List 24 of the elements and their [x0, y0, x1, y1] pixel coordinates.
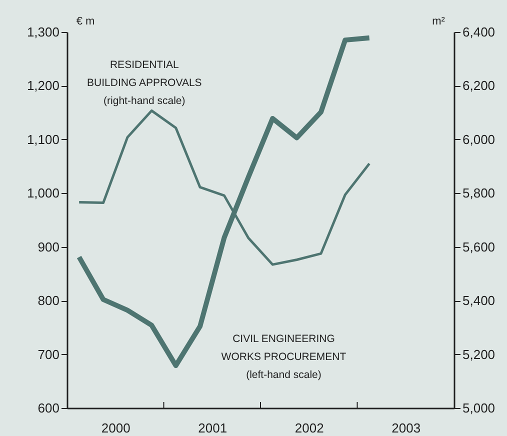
y-axis-title: € m: [76, 16, 95, 28]
y-tick-label: 900: [38, 239, 60, 254]
text: RESIDENTIAL BUILDING APPROVALS (right-hand scale): [87, 59, 202, 108]
y-tick-label: 800: [38, 293, 60, 308]
y-tick-label: 600: [38, 400, 60, 416]
y-tick-label: 700: [38, 346, 60, 362]
text: CIVIL ENGINEERING WORKS PROCUREMENT (left-hand scale): [221, 332, 347, 381]
y2-tick-label: 5,400: [462, 293, 496, 308]
y-tick-label: 1,300: [26, 24, 60, 40]
y-tick-label: 1,000: [26, 186, 60, 201]
x-tick-label: 2003: [392, 420, 421, 436]
y2-tick-label: 6,200: [462, 78, 496, 94]
x-tick-label: 2001: [198, 420, 228, 436]
y2-tick-label: 5,200: [462, 346, 496, 362]
y-tick-label: 1,100: [26, 132, 60, 147]
y2-tick-label: 6,400: [462, 24, 496, 40]
y2-tick-label: 5,000: [462, 400, 496, 416]
y2-tick-label: 5,800: [462, 186, 496, 201]
y2-axis-title: m²: [432, 16, 446, 28]
y2-tick-label: 5,600: [462, 239, 496, 254]
x-tick-label: 2000: [101, 420, 130, 436]
x-tick-label: 2002: [294, 420, 324, 436]
y-tick-label: 1,200: [26, 78, 60, 94]
y2-tick-label: 6,000: [462, 132, 496, 147]
